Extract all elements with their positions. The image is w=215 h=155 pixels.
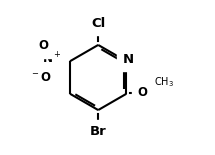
Text: N$^+$: N$^+$ [42, 52, 61, 67]
Text: CH$_3$: CH$_3$ [154, 75, 174, 89]
Text: O: O [38, 39, 48, 52]
Text: N: N [123, 53, 134, 66]
Text: Br: Br [90, 125, 107, 138]
Text: $^-$O: $^-$O [30, 71, 52, 84]
Text: O: O [138, 86, 148, 99]
Text: Cl: Cl [91, 17, 105, 30]
